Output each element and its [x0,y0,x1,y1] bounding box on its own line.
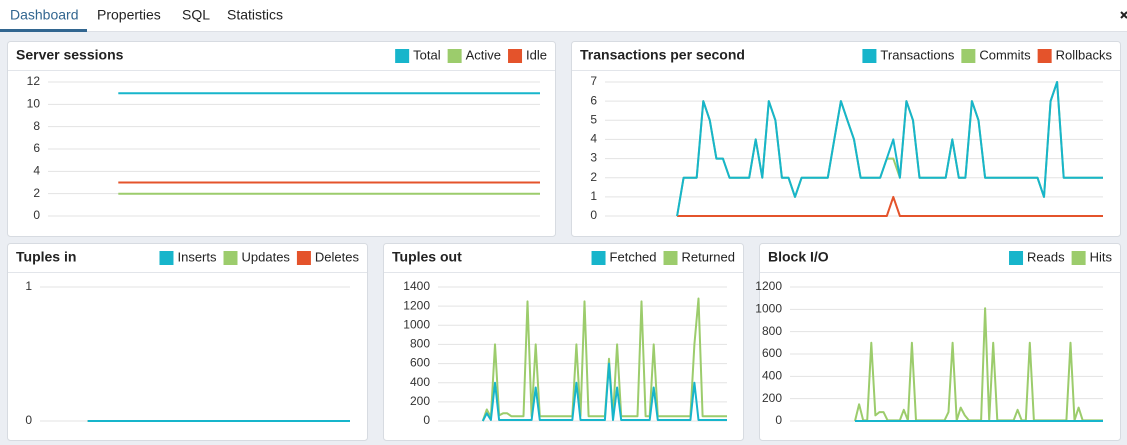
tab[interactable]: Dashboard [10,7,79,23]
legend-label: Deletes [315,249,360,264]
y-tick-label: 2 [33,186,40,200]
y-tick-label: 200 [410,394,430,408]
panel [7,243,368,441]
y-tick-label: 1 [590,189,597,203]
y-tick-label: 800 [410,337,430,351]
legend-swatch [223,251,238,265]
legend-swatch [961,49,976,63]
y-tick-label: 6 [33,141,40,155]
legend-swatch [159,251,174,265]
tab[interactable]: Properties [97,7,161,23]
y-tick-label: 6 [590,93,597,107]
legend-swatch [395,49,410,63]
chart-title: Server sessions [16,47,124,63]
y-tick-label: 0 [590,208,597,222]
legend-swatch [1071,251,1086,265]
legend-label: Total [413,47,441,62]
close-button[interactable] [1120,11,1127,19]
legend-swatch [663,251,678,265]
y-tick-label: 200 [762,391,782,405]
legend-swatch [508,49,523,63]
legend-label: Transactions [880,47,954,62]
y-tick-label: 600 [410,356,430,370]
y-tick-label: 600 [762,346,782,360]
legend-label: Returned [682,249,735,264]
tab[interactable]: Statistics [227,7,283,23]
y-tick-label: 1 [25,279,32,293]
legend-swatch [296,251,311,265]
legend-label: Fetched [610,249,657,264]
legend-label: Inserts [177,249,217,264]
y-tick-label: 2 [590,170,597,184]
active-tab-indicator [0,29,87,32]
tab[interactable]: SQL [182,7,210,23]
legend-label: Updates [242,249,291,264]
y-tick-label: 12 [27,74,41,88]
y-tick-label: 4 [33,164,40,178]
y-tick-label: 1200 [755,279,782,293]
y-tick-label: 400 [762,369,782,383]
legend-label: Commits [979,47,1031,62]
panel [759,243,1121,441]
y-tick-label: 400 [410,375,430,389]
y-tick-label: 1400 [403,279,430,293]
series-line [677,195,1103,217]
series-line [676,81,1103,217]
y-tick-label: 8 [33,119,40,133]
chart-title: Tuples out [392,249,462,265]
y-tick-label: 0 [423,413,430,427]
y-tick-label: 10 [27,97,41,111]
legend-swatch [447,49,462,63]
y-tick-label: 7 [590,74,597,88]
legend-label: Idle [526,47,547,62]
y-tick-label: 800 [762,324,782,338]
y-tick-label: 3 [590,151,597,165]
y-tick-label: 0 [33,208,40,222]
legend-label: Hits [1090,249,1113,264]
y-tick-label: 1000 [755,302,782,316]
y-tick-label: 5 [590,112,597,126]
chart-title: Transactions per second [580,47,745,63]
y-tick-label: 4 [590,132,597,146]
legend-label: Active [466,47,501,62]
panel [383,243,744,441]
chart-title: Block I/O [768,249,829,265]
y-tick-label: 0 [25,413,32,427]
series-line [481,362,727,422]
legend-swatch [1037,49,1052,63]
legend-swatch [862,49,877,63]
tab-bar [0,0,1127,32]
y-tick-label: 0 [775,413,782,427]
y-tick-label: 1000 [403,317,430,331]
chart-title: Tuples in [16,249,76,265]
y-tick-label: 1200 [403,298,430,312]
legend-label: Reads [1027,249,1065,264]
legend-swatch [591,251,606,265]
legend-label: Rollbacks [1056,47,1113,62]
legend-swatch [1009,251,1024,265]
panel [7,41,556,237]
